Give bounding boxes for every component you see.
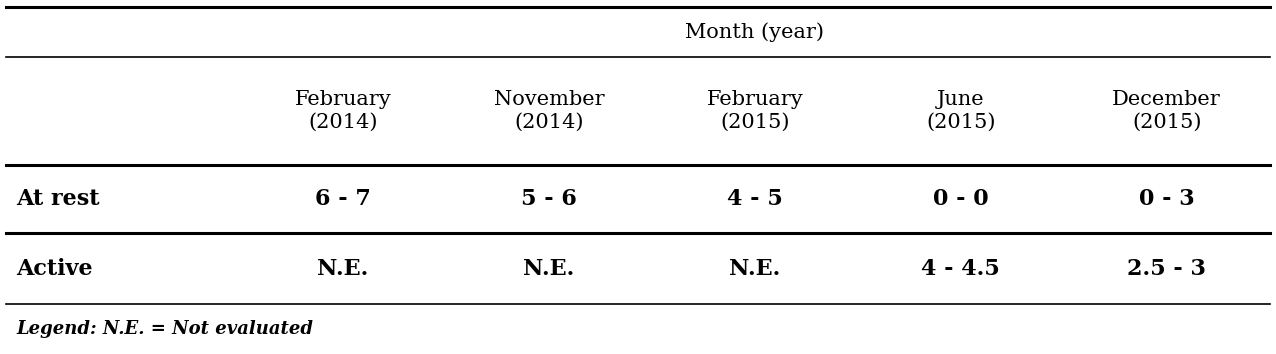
Text: 0 - 0: 0 - 0 xyxy=(933,188,989,210)
Text: 0 - 3: 0 - 3 xyxy=(1139,188,1194,210)
Text: Legend: N.E. = Not evaluated: Legend: N.E. = Not evaluated xyxy=(17,320,314,338)
Text: February
(2015): February (2015) xyxy=(707,91,803,131)
Text: N.E.: N.E. xyxy=(318,257,369,280)
Text: N.E.: N.E. xyxy=(729,257,781,280)
Text: November
(2014): November (2014) xyxy=(494,91,605,131)
Text: 4 - 5: 4 - 5 xyxy=(727,188,782,210)
Text: Month (year): Month (year) xyxy=(685,22,824,42)
Text: 5 - 6: 5 - 6 xyxy=(521,188,577,210)
Text: 2.5 - 3: 2.5 - 3 xyxy=(1127,257,1206,280)
Text: February
(2014): February (2014) xyxy=(295,91,392,131)
Text: Active: Active xyxy=(17,257,93,280)
Text: 4 - 4.5: 4 - 4.5 xyxy=(921,257,1000,280)
Text: June
(2015): June (2015) xyxy=(926,91,995,131)
Text: N.E.: N.E. xyxy=(523,257,574,280)
Text: 6 - 7: 6 - 7 xyxy=(315,188,371,210)
Text: December
(2015): December (2015) xyxy=(1113,91,1221,131)
Text: At rest: At rest xyxy=(17,188,100,210)
